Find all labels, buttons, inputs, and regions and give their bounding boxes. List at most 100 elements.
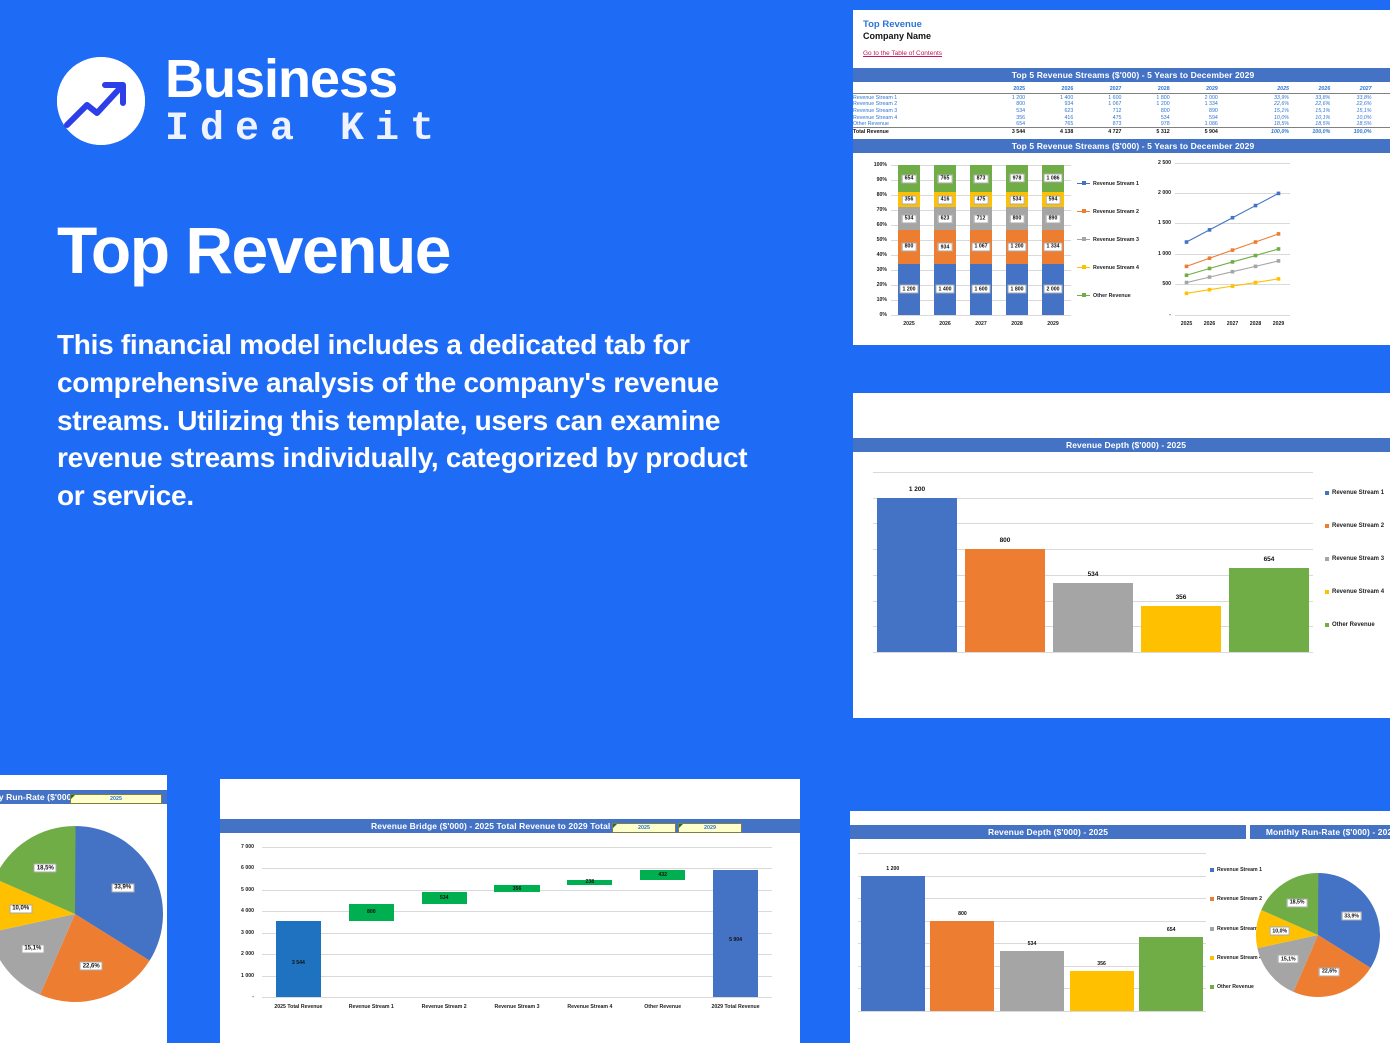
legend-label: Revenue Stream 1 (1217, 867, 1262, 873)
line-y-tick: 1 000 (1158, 250, 1171, 257)
legend-swatch (1077, 264, 1090, 271)
legend-label: Revenue Stream 1 (1093, 180, 1139, 187)
bridge-bar (421, 892, 467, 904)
pie-value-label: 18,5% (33, 863, 57, 873)
bar-value-label: 800 (1009, 214, 1025, 224)
monthly-runrate-pie-left: 33,9% 22,6% 15,1% 10,0% 18,5% 2025 (0, 794, 167, 1029)
bridge-bar-label: 432 (658, 872, 668, 879)
depth-gridline (873, 549, 1313, 551)
depth-gridline (873, 652, 1313, 653)
bar-value-label: 594 (1045, 195, 1061, 205)
y-tick: 30% (876, 266, 887, 273)
depth-bar (930, 920, 995, 1011)
bridge-x-tick: 2029 Total Revenue (711, 1004, 760, 1010)
bottom-right-charts-card: Revenue Depth ($'000) - 2025 Monthly Run… (850, 811, 1390, 1043)
pie-value-label: 15,1% (1277, 954, 1299, 964)
revenue-depth-chart: 1 200 800 534 356 654 Revenue Stream 1 Revenue… (853, 452, 1390, 692)
revenue-depth-title: Revenue Depth ($'000) - 2025 (853, 438, 1390, 452)
revenue-depth-chart-2: 1 200 800 534 356 654 Revenue Stream 1 Revenue… (850, 839, 1262, 1039)
promo-panel: Business Idea Kit Top Revenue This finan… (57, 52, 817, 515)
bar-value-label: 1 800 (1007, 284, 1027, 294)
depth-bar-label: 534 (1027, 940, 1037, 947)
bridge-x-tick: Revenue Stream 1 (348, 1004, 394, 1010)
depth-legend-item: Revenue Stream 1 (1210, 867, 1262, 873)
chart-band-title: Top 5 Revenue Streams ($'000) - 5 Years … (853, 138, 1390, 153)
monthly-runrate-card-left: Monthly Run-Rate ($'000) - 2025 33,9%22,… (0, 775, 167, 1043)
pie-value-label: 22,6% (1319, 967, 1340, 977)
y-tick: 70% (876, 206, 887, 213)
depth-gridline (873, 497, 1313, 499)
pie-value-label: 33,9% (111, 883, 135, 893)
legend-item-3: Revenue Stream 3 (1077, 236, 1139, 243)
depth-legend-item: Revenue Stream 1 (1325, 490, 1384, 496)
legend-label: Other Revenue (1217, 984, 1254, 991)
line-y-tick: 2 000 (1158, 190, 1171, 197)
line-y-tick: 1 500 (1158, 220, 1171, 227)
bridge-bar-label: 356 (512, 885, 522, 892)
line-x-tick: 2026 (1203, 320, 1216, 327)
gridline (891, 314, 1071, 316)
bar-value-label: 1 067 (971, 242, 991, 252)
sheet-title: Top Revenue (863, 19, 922, 30)
bridge-bar (494, 884, 540, 893)
bridge-x-tick: Revenue Stream 3 (494, 1004, 540, 1010)
brand-logo: Business Idea Kit (57, 52, 817, 150)
y-tick: 40% (876, 251, 887, 258)
revenue-table: 202520262027202820292025202620272028Reve… (853, 86, 1390, 136)
line-y-tick: 500 (1162, 281, 1171, 288)
y-tick: 50% (876, 236, 887, 243)
depth-bar (1228, 567, 1310, 652)
page-title: Top Revenue (57, 213, 452, 287)
table-of-contents-link[interactable]: Go to the Table of Contents (863, 50, 943, 58)
x-tick: 2026 (939, 320, 951, 327)
depth-legend-item: Other Revenue (1210, 984, 1254, 990)
legend-label: Revenue Stream 1 (1332, 490, 1385, 496)
line-x-tick: 2025 (1180, 320, 1193, 327)
legend-label: Revenue Stream 2 (1332, 523, 1385, 529)
bridge-bar (275, 921, 321, 997)
depth-gridline (858, 898, 1206, 900)
legend-swatch (1210, 868, 1214, 872)
depth-gridline (873, 574, 1313, 576)
legend-swatch (1325, 491, 1329, 495)
depth-gridline (873, 523, 1313, 525)
legend-label: Revenue Stream 4 (1332, 589, 1385, 595)
bridge-x-tick: Revenue Stream 2 (421, 1004, 467, 1010)
bar-value-label: 356 (901, 195, 917, 205)
depth-bar-label: 800 (999, 537, 1011, 545)
x-tick: 2029 (1047, 320, 1059, 327)
pie-svg (1256, 873, 1380, 997)
bridge-gridline (262, 997, 772, 998)
depth-gridline (858, 853, 1206, 854)
legend-label: Other Revenue (1332, 622, 1375, 628)
bridge-bar-label: 800 (366, 909, 376, 916)
pie-value-label: 15,1% (21, 944, 45, 954)
depth-bar-label: 800 (958, 910, 967, 917)
legend-item-5: Other Revenue (1077, 292, 1131, 299)
legend-item-4: Revenue Stream 4 (1077, 264, 1139, 271)
depth-bar-label: 1 200 (908, 485, 926, 493)
table-row: Other Revenue 654 765 873 978 1 086 18,5% 18,5%… (853, 120, 1390, 129)
bridge-bar (348, 903, 394, 922)
depth-gridline (858, 875, 1206, 877)
pie-input-cell: 2025 (70, 794, 162, 804)
depth-legend-item: Revenue Stream 4 (1210, 955, 1262, 961)
bar-value-label: 890 (1045, 214, 1061, 224)
bridge-y-tick: 1 000 (241, 972, 254, 979)
legend-swatch (1210, 985, 1214, 990)
bridge-y-tick: 3 000 (241, 929, 254, 936)
bridge-bar-label: 3 544 (291, 959, 305, 966)
legend-label: Revenue Stream 3 (1332, 556, 1385, 562)
logo-tagline: Idea Kit (165, 107, 446, 152)
y-tick: 100% (873, 161, 887, 168)
pie-value-label: 10,0% (9, 904, 33, 914)
bridge-input-cell-1: 2025 (612, 823, 676, 833)
bar-value-label: 1 200 (1007, 242, 1027, 252)
legend-swatch (1325, 623, 1329, 627)
table-row: Revenue Stream 2 800 934 1 067 1 200 1 334 22,… (853, 101, 1372, 108)
bar-value-label: 934 (937, 242, 953, 252)
pie-value-label: 10,0% (1269, 926, 1291, 936)
y-tick: 10% (876, 296, 887, 303)
bar-value-label: 623 (937, 214, 953, 224)
